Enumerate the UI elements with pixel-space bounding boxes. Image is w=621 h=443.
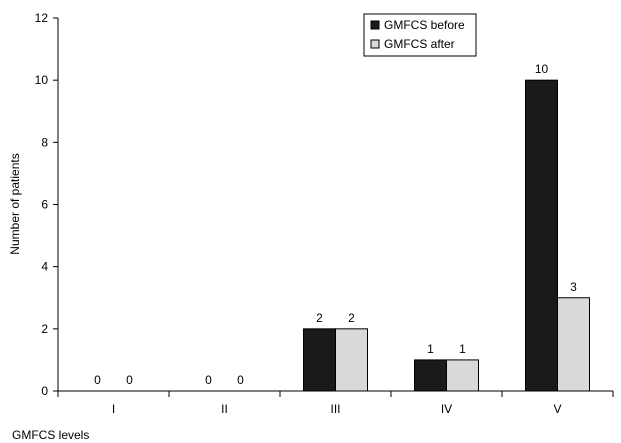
bar-after-IV: [446, 359, 479, 392]
bar-after-III: [335, 328, 368, 392]
legend-swatch-after: [370, 39, 380, 49]
bars: [303, 79, 590, 392]
y-tick-label-2: 4: [41, 260, 48, 274]
bar-before-V: [525, 79, 558, 392]
data-label-before-III: 2: [316, 311, 323, 325]
data-label-after-III: 2: [348, 311, 355, 325]
y-tick-label-5: 10: [35, 73, 49, 87]
data-label-before-V: 10: [535, 62, 549, 76]
x-tick-label-4: V: [553, 402, 561, 416]
data-label-after-I: 0: [126, 373, 133, 387]
data-label-before-I: 0: [94, 373, 101, 387]
bar-before-III: [303, 328, 336, 392]
data-label-before-IV: 1: [427, 342, 434, 356]
y-axis-ticks: 0 2 4 6 8 10 12: [35, 11, 58, 398]
legend-label-before: GMFCS before: [384, 18, 465, 32]
data-label-after-V: 3: [570, 280, 577, 294]
y-tick-label-3: 6: [41, 198, 48, 212]
legend-swatch-before: [370, 20, 380, 30]
y-axis-title: Number of patients: [8, 153, 22, 254]
x-axis-ticks: I II III IV V: [57, 391, 614, 416]
data-label-after-II: 0: [237, 373, 244, 387]
data-label-after-IV: 1: [459, 342, 466, 356]
x-tick-label-0: I: [112, 402, 115, 416]
y-tick-label-1: 2: [41, 322, 48, 336]
x-axis-title: GMFCS levels: [12, 428, 89, 442]
x-tick-label-2: III: [330, 402, 340, 416]
y-tick-label-4: 8: [41, 135, 48, 149]
bar-after-V: [557, 297, 590, 392]
legend-box: [363, 13, 477, 57]
x-tick-label-1: II: [221, 402, 228, 416]
legend-label-after: GMFCS after: [384, 37, 455, 51]
y-tick-label-0: 0: [41, 384, 48, 398]
x-tick-label-3: IV: [441, 402, 452, 416]
data-labels: 0 0 0 0 2 2 1 1 10 3: [94, 62, 577, 387]
legend: GMFCS before GMFCS after: [363, 13, 477, 57]
bar-before-IV: [414, 359, 447, 392]
data-label-before-II: 0: [205, 373, 212, 387]
y-tick-label-6: 12: [35, 11, 49, 25]
